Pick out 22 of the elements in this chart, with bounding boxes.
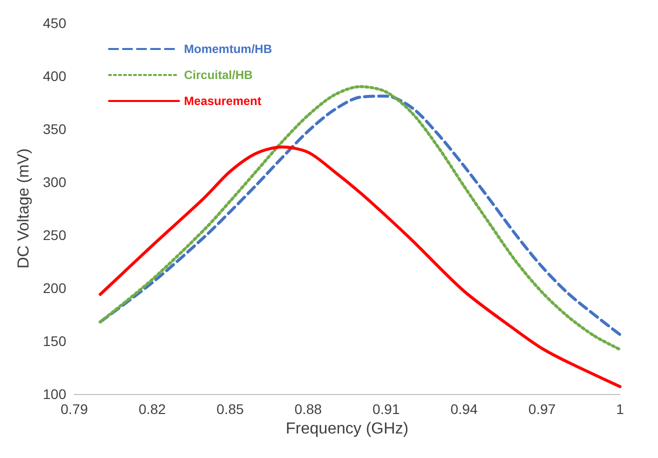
y-tick-label: 450 [42, 15, 66, 31]
y-tick-label: 300 [42, 174, 66, 190]
text: Circuital/HB [184, 68, 254, 82]
y-tick-label: 350 [42, 121, 66, 137]
x-tick-label: 0.85 [216, 401, 244, 417]
x-tick-label: 0.97 [528, 401, 556, 417]
x-tick-label: 0.91 [372, 401, 400, 417]
x-tick-label: 0.94 [450, 401, 478, 417]
x-axis-title: Frequency (GHz) [286, 420, 408, 438]
y-axis-title: DC Voltage (mV) [16, 148, 32, 269]
x-tick-label: 1 [616, 401, 624, 417]
y-tick-label: 250 [42, 227, 66, 243]
line-series [98, 146, 622, 388]
y-tick-label: 100 [42, 386, 66, 402]
y-tick-label: 200 [42, 280, 66, 296]
y-tick-label: 400 [42, 68, 66, 84]
x-tick-label: 0.79 [60, 401, 88, 417]
x-tick-label: 0.82 [138, 401, 166, 417]
x-tick-label: 0.88 [294, 401, 322, 417]
text: Momemtum/HB [184, 42, 272, 56]
text: Measurement [184, 94, 262, 108]
y-tick-label: 150 [42, 333, 66, 349]
